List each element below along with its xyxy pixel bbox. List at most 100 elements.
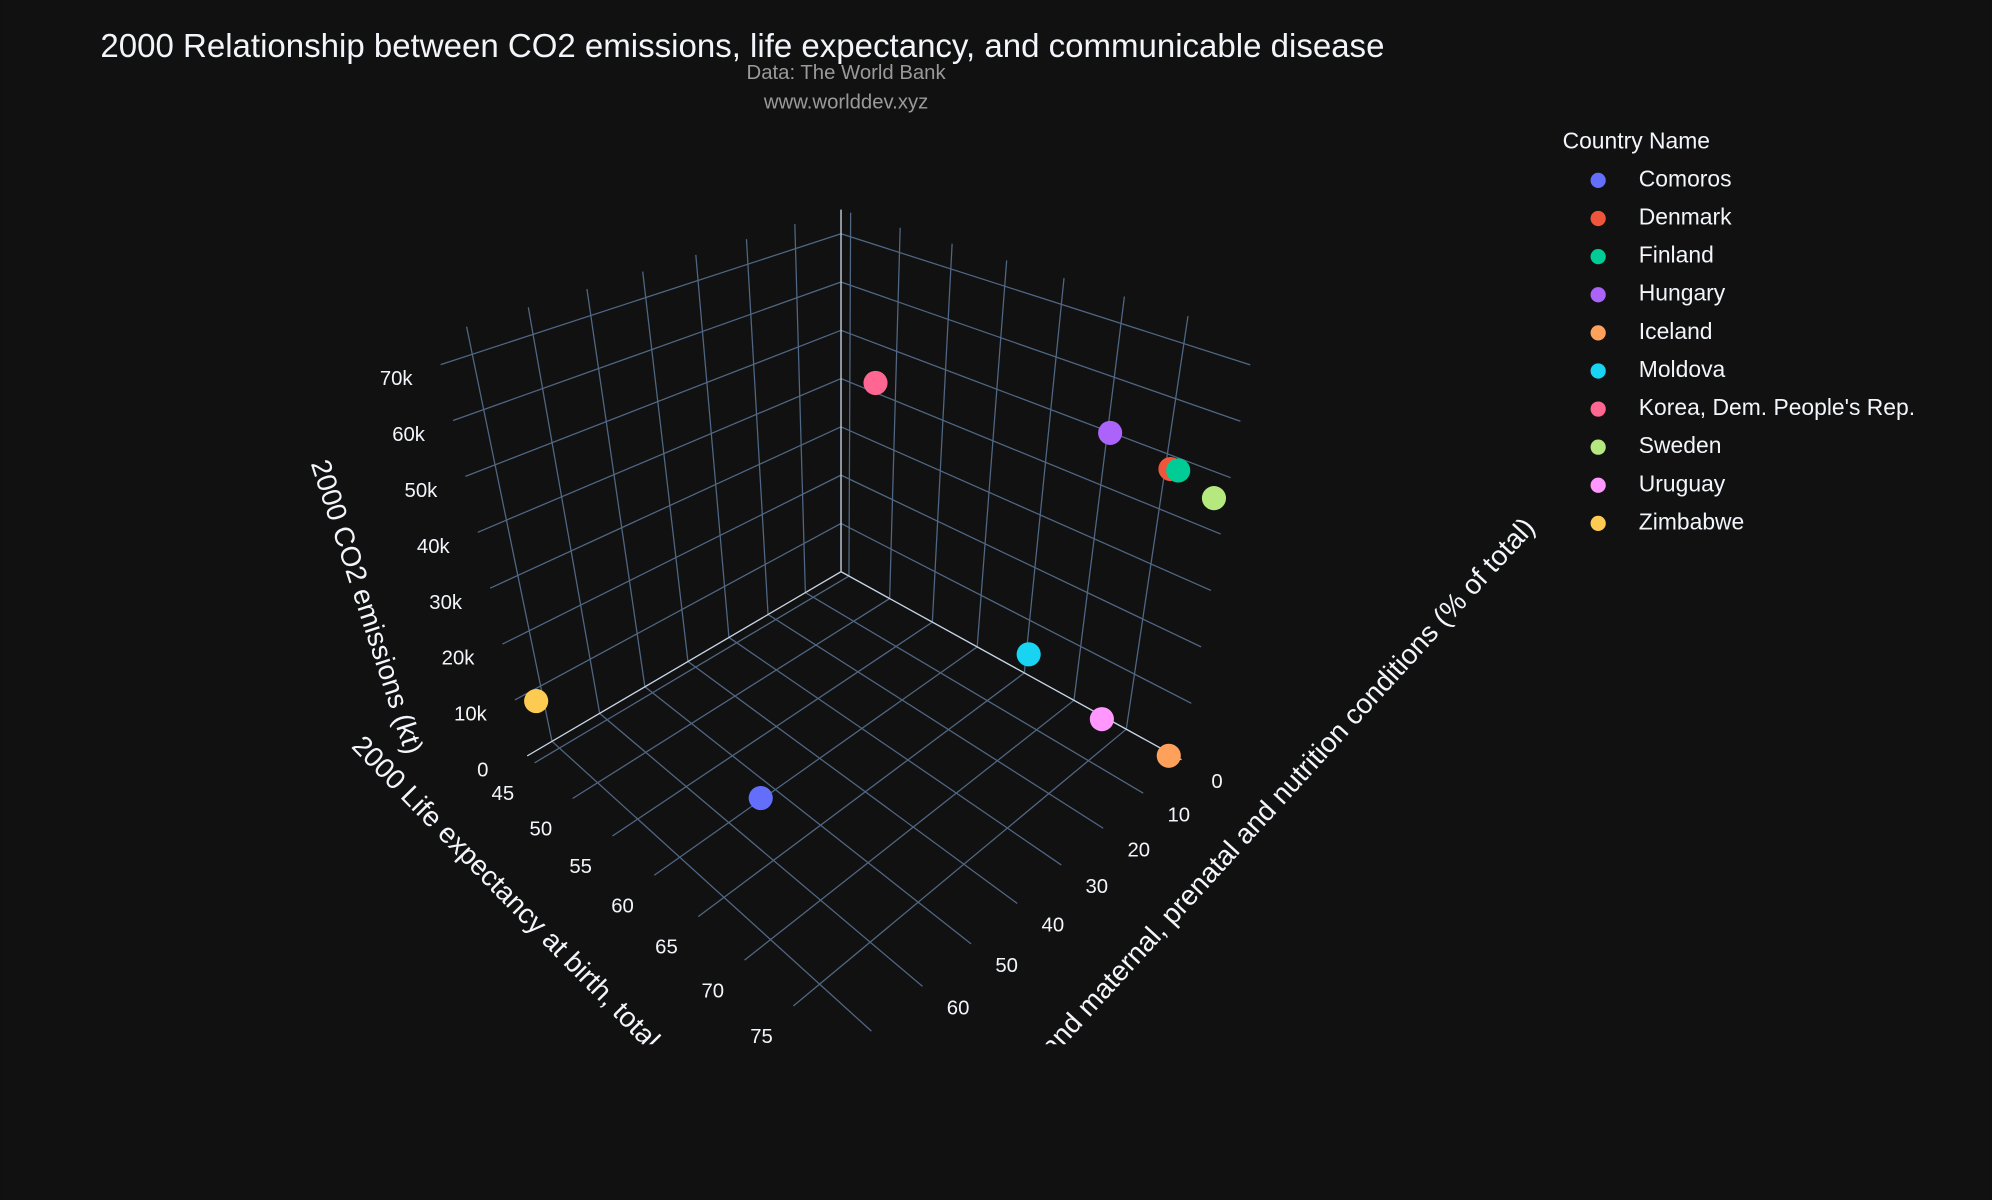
grid-line: [1125, 315, 1189, 730]
grid-line: [527, 307, 601, 714]
data-point: [863, 370, 888, 395]
z-tick-label: 40k: [417, 536, 451, 558]
grid-line: [794, 224, 806, 593]
legend-marker: [1590, 439, 1606, 455]
legend-label: Comoros: [1639, 165, 1732, 191]
legend-item[interactable]: Moldova: [1590, 356, 1726, 382]
y-tick-label: 60: [947, 998, 970, 1020]
grid-line: [687, 661, 1018, 904]
legend-marker: [1590, 477, 1606, 493]
grid-line: [805, 592, 1144, 794]
grid-line: [931, 243, 953, 623]
grid-line: [502, 474, 842, 645]
grid-line: [452, 281, 842, 422]
legend-item[interactable]: Korea, Dem. People's Rep.: [1590, 394, 1916, 420]
legend-marker: [1590, 515, 1606, 532]
axis-edge: [840, 571, 1182, 761]
data-point: [1166, 458, 1191, 483]
x-tick-label: 75: [750, 1026, 773, 1048]
legend-item[interactable]: Uruguay: [1590, 470, 1726, 496]
grid-line: [489, 426, 842, 589]
grid-line: [840, 377, 1222, 535]
grid-line: [840, 329, 1231, 479]
legend-marker: [1590, 325, 1606, 341]
grid-line: [889, 227, 901, 599]
data-point: [1156, 743, 1181, 768]
grid-line: [599, 712, 923, 987]
legend: Country Name Comoros Denmark Finland Hungar…: [1563, 127, 1916, 534]
subtitle: www.worlddev.xyz: [763, 91, 928, 113]
x-tick-label: 70: [701, 980, 724, 1002]
y-tick-label: 20: [1127, 839, 1150, 861]
z-tick-label: 10k: [454, 704, 488, 726]
grid-line: [976, 260, 1008, 647]
legend-label: Uruguay: [1639, 470, 1726, 496]
grid-line: [1073, 296, 1126, 701]
x-tick-label: 65: [655, 937, 678, 959]
grid-line: [848, 212, 852, 577]
axis-edge: [526, 571, 842, 757]
legend-item[interactable]: Finland: [1590, 242, 1714, 268]
grid-line: [1023, 277, 1065, 673]
data-point: [1201, 486, 1227, 511]
legend-marker: [1590, 248, 1606, 265]
legend-label: Korea, Dem. People's Rep.: [1639, 394, 1915, 420]
legend-item[interactable]: Hungary: [1590, 280, 1726, 306]
grid-line: [840, 426, 1212, 592]
y-tick-label: 0: [1211, 771, 1222, 793]
legend-item[interactable]: Comoros: [1590, 165, 1732, 191]
legend-label: Finland: [1639, 242, 1714, 268]
legend-item[interactable]: Sweden: [1590, 432, 1722, 458]
grid-line: [551, 740, 872, 1032]
legend-title: Country Name: [1563, 127, 1710, 153]
grid-line: [840, 233, 1251, 366]
grid-line: [612, 621, 933, 837]
grid-line: [840, 522, 1192, 704]
grid-line: [465, 329, 842, 477]
legend-label: Hungary: [1639, 280, 1726, 306]
legend-marker: [1590, 210, 1606, 227]
legend-marker: [1590, 401, 1606, 417]
grid-line: [840, 281, 1241, 422]
grid-line: [792, 728, 1127, 1007]
x-tick-label: 55: [569, 856, 592, 878]
legend-label: Denmark: [1639, 204, 1732, 230]
legend-marker: [1590, 172, 1606, 189]
grid-line: [440, 233, 842, 366]
grid-line: [642, 271, 689, 662]
z-tick-label: 0: [477, 759, 488, 781]
y-tick-label: 10: [1167, 804, 1190, 826]
grid-line: [745, 239, 769, 615]
grid-line: [697, 672, 1025, 918]
data-point: [1098, 420, 1123, 445]
grid-line: [840, 474, 1202, 648]
grid-line: [534, 575, 850, 764]
z-tick-label: 60k: [392, 424, 426, 446]
grid-line: [767, 613, 1104, 829]
grid-line: [477, 377, 842, 533]
legend-label: Moldova: [1639, 356, 1726, 382]
legend-label: Sweden: [1639, 432, 1722, 458]
legend-label: Iceland: [1639, 318, 1713, 344]
legend-marker: [1590, 363, 1606, 379]
grid-line: [514, 522, 842, 701]
z-tick-label: 50k: [405, 480, 439, 502]
legend-item[interactable]: Iceland: [1590, 318, 1713, 344]
subtitle: Data: The World Bank: [747, 62, 947, 84]
x-tick-label: 60: [611, 895, 634, 917]
y-tick-label: 40: [1042, 915, 1065, 937]
y-tick-label: 70: [896, 1042, 919, 1064]
data-point: [1089, 707, 1114, 732]
legend-item[interactable]: Zimbabwe: [1590, 508, 1745, 534]
x-tick-label: 45: [492, 783, 515, 805]
legend-marker: [1590, 287, 1606, 303]
grid-line: [465, 326, 553, 742]
data-point: [1016, 642, 1041, 667]
grid-line: [586, 288, 646, 687]
grid-line: [644, 686, 972, 945]
chart-title: 2000 Relationship between CO2 emissions,…: [100, 27, 1384, 64]
z-tick-label: 70k: [380, 368, 414, 390]
legend-item[interactable]: Denmark: [1590, 204, 1733, 230]
